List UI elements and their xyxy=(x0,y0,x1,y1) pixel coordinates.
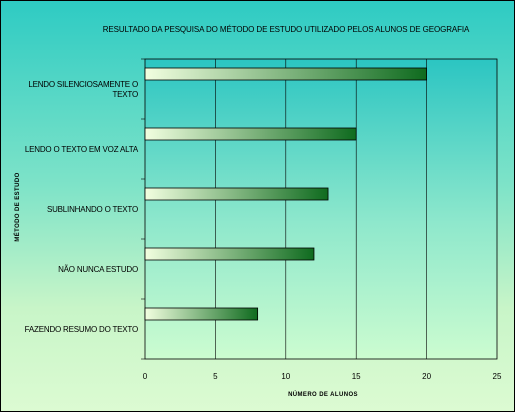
y-label-layer: LENDO SILENCIOSAMENTE O TEXTO LENDO O TEXT… xyxy=(25,80,139,334)
category-label: LENDO O TEXTO EM VOZ ALTA xyxy=(25,145,139,154)
category-label: FAZENDO RESUMO DO TEXTO xyxy=(25,325,138,334)
y-axis-title: MÉTODO DE ESTUDO xyxy=(13,172,21,241)
category-label: NÃO NUNCA ESTUDO xyxy=(58,265,138,274)
bar xyxy=(144,127,357,141)
x-tick-label: 25 xyxy=(493,372,502,381)
x-axis-title: NÚMERO DE ALUNOS xyxy=(288,391,358,398)
x-tick-label: 0 xyxy=(143,372,148,381)
bar xyxy=(144,67,428,81)
bar xyxy=(144,247,315,261)
category-label: LENDO SILENCIOSAMENTE O TEXTO xyxy=(28,80,138,99)
bar-layer xyxy=(144,67,428,321)
x-tick-label: 20 xyxy=(422,372,431,381)
x-tick-layer: 0 5 10 15 20 25 xyxy=(143,372,502,381)
x-tick-label: 15 xyxy=(352,372,361,381)
x-tick-label: 10 xyxy=(281,372,290,381)
bar xyxy=(144,187,329,201)
bar xyxy=(144,307,259,321)
chart-title: RESULTADO DA PESQUISA DO MÉTODO DE ESTUD… xyxy=(103,25,470,34)
category-label: SUBLINHANDO O TEXTO xyxy=(47,205,138,214)
x-tick-label: 5 xyxy=(213,372,218,381)
